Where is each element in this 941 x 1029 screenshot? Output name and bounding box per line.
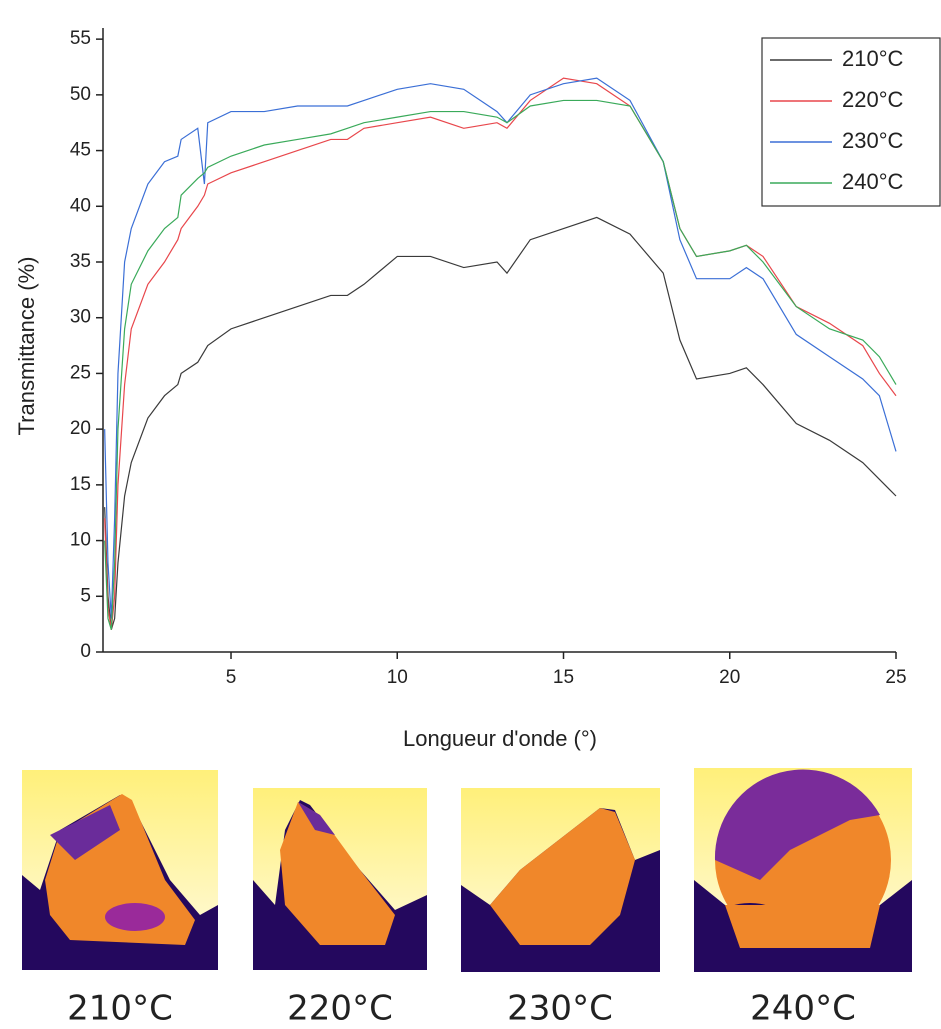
x-axis-title: Longueur d'onde (°) — [403, 726, 597, 751]
y-tick-label: 10 — [70, 530, 91, 551]
y-tick-label: 55 — [70, 28, 91, 49]
image-220 — [253, 788, 427, 970]
image-240 — [694, 768, 912, 972]
x-tick-label: 15 — [553, 667, 574, 688]
y-tick-label: 25 — [70, 362, 91, 383]
y-tick-label: 35 — [70, 251, 91, 272]
y-tick-label: 50 — [70, 84, 91, 105]
image-caption: 230°C — [507, 989, 613, 1029]
image-caption: 210°C — [67, 989, 173, 1029]
y-tick-label: 30 — [70, 307, 91, 328]
image-caption: 240°C — [750, 989, 856, 1029]
series-line — [104, 216, 897, 630]
legend-label: 230°C — [842, 128, 904, 153]
legend-label: 240°C — [842, 169, 904, 194]
legend-label: 210°C — [842, 46, 904, 71]
x-tick-label: 20 — [719, 667, 740, 688]
legend-label: 220°C — [842, 87, 904, 112]
y-axis-title: Transmittance (%) — [14, 257, 39, 436]
series-line — [104, 77, 897, 619]
x-tick-label: 25 — [885, 667, 906, 688]
y-tick-label: 0 — [80, 641, 91, 662]
image-230 — [461, 788, 660, 972]
y-tick-label: 45 — [70, 140, 91, 161]
y-tick-label: 5 — [80, 585, 91, 606]
x-tick-label: 5 — [226, 667, 237, 688]
image-210 — [22, 770, 218, 970]
y-tick-label: 20 — [70, 418, 91, 439]
x-tick-label: 10 — [387, 667, 408, 688]
series-line — [104, 99, 897, 630]
y-tick-label: 40 — [70, 195, 91, 216]
image-caption: 220°C — [287, 989, 393, 1029]
legend-box — [761, 37, 941, 207]
y-tick-label: 15 — [70, 474, 91, 495]
